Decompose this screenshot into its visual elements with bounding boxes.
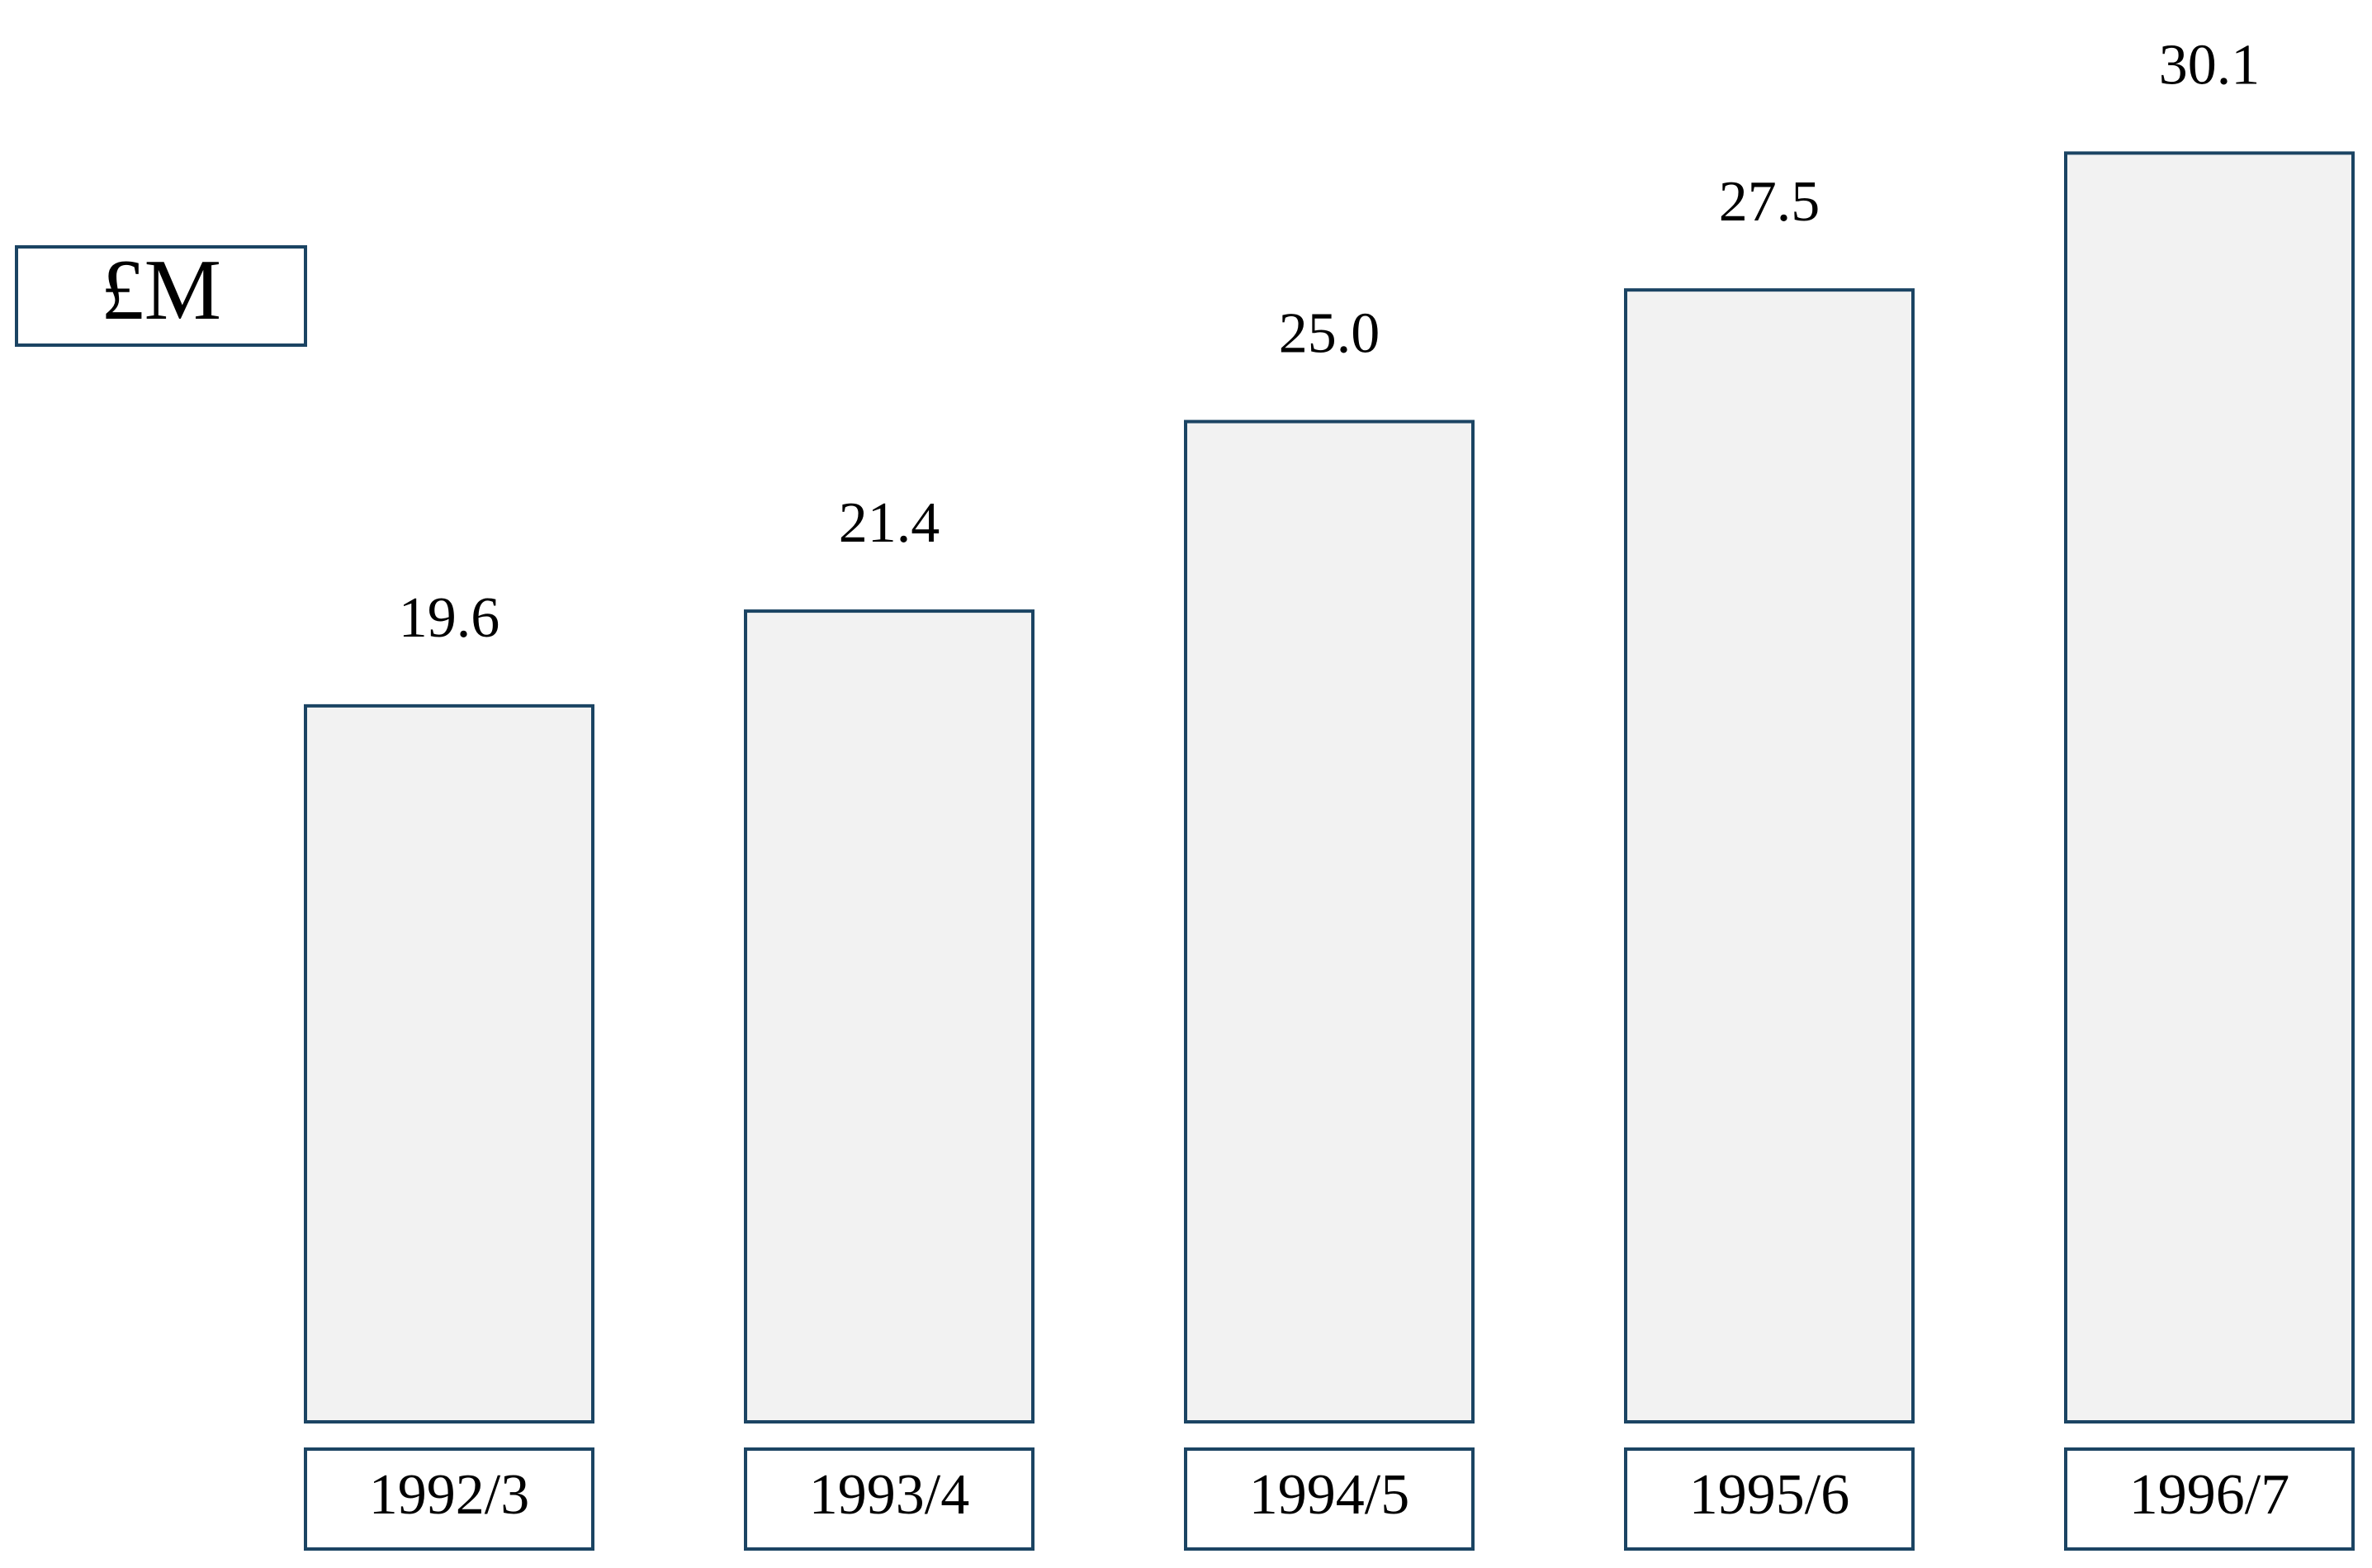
x-tick-label: 1994/5 [1249, 1463, 1409, 1527]
bar [304, 703, 594, 1424]
bar [1184, 419, 1475, 1424]
x-tick-label: 1992/3 [369, 1463, 529, 1527]
bar [2064, 151, 2355, 1424]
unit-label: £M [101, 241, 221, 338]
x-tick-label: 1995/6 [1689, 1463, 1849, 1527]
x-tick-label: 1993/4 [809, 1463, 969, 1527]
value-label: 19.6 [399, 586, 500, 650]
category-box [2064, 1447, 2355, 1551]
value-label: 30.1 [2159, 33, 2261, 97]
category-box [744, 1447, 1034, 1551]
unit-box [15, 245, 307, 347]
value-label: 25.0 [1279, 302, 1380, 366]
bar [1624, 288, 1915, 1424]
value-label: 21.4 [839, 491, 940, 555]
bar [744, 609, 1034, 1424]
category-box [1624, 1447, 1915, 1551]
category-box [304, 1447, 594, 1551]
x-tick-label: 1996/7 [2129, 1463, 2289, 1527]
value-label: 27.5 [1719, 170, 1820, 234]
category-box [1184, 1447, 1475, 1551]
